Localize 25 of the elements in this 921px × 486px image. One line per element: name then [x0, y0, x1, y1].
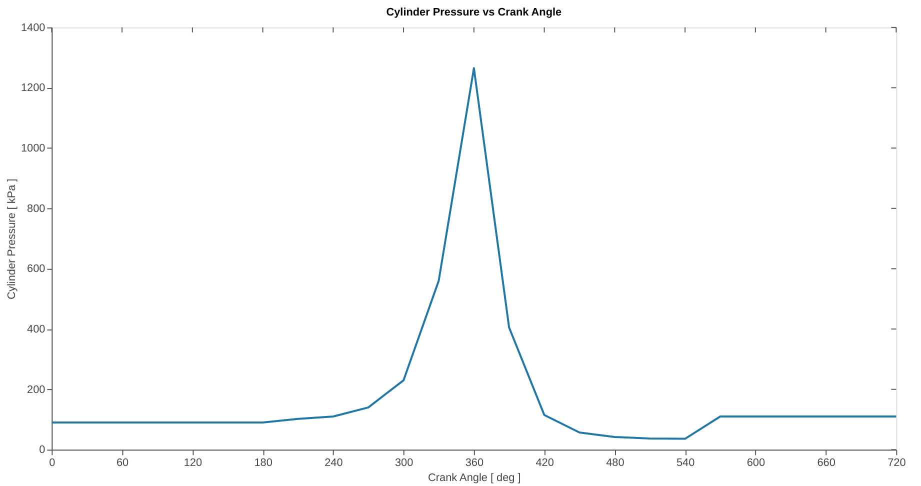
chart-title: Cylinder Pressure vs Crank Angle	[386, 6, 562, 18]
x-tick-label: 720	[888, 457, 906, 470]
x-tick-label: 480	[606, 457, 624, 470]
y-tick-label: 0	[39, 444, 46, 456]
y-tick-label: 1400	[20, 22, 46, 34]
y-tick-label: 200	[27, 384, 46, 396]
x-tick-label: 600	[746, 457, 766, 470]
x-tick-label: 240	[324, 457, 343, 470]
x-tick-label: 120	[184, 457, 202, 470]
line-series	[50, 67, 898, 440]
x-axis-title: Crank Angle [ deg ]	[428, 472, 521, 484]
x-tick-label: 540	[676, 457, 695, 470]
y-tick-label: 800	[27, 202, 46, 215]
y-axis-title: Cylinder Pressure [ kPa ]	[6, 178, 18, 300]
x-tick-label: 660	[817, 457, 836, 470]
y-tick-label: 400	[27, 324, 46, 336]
x-tick-label: 0	[49, 457, 56, 470]
y-tick-label: 600	[27, 263, 46, 276]
x-tick-label: 180	[254, 457, 272, 470]
x-tick-label: 420	[536, 457, 554, 470]
y-tick-label: 1200	[20, 82, 46, 94]
x-tick-label: 60	[116, 457, 129, 470]
x-tick-label: 360	[465, 457, 484, 470]
y-tick-label: 1000	[20, 142, 46, 155]
x-tick-label: 300	[394, 457, 414, 470]
